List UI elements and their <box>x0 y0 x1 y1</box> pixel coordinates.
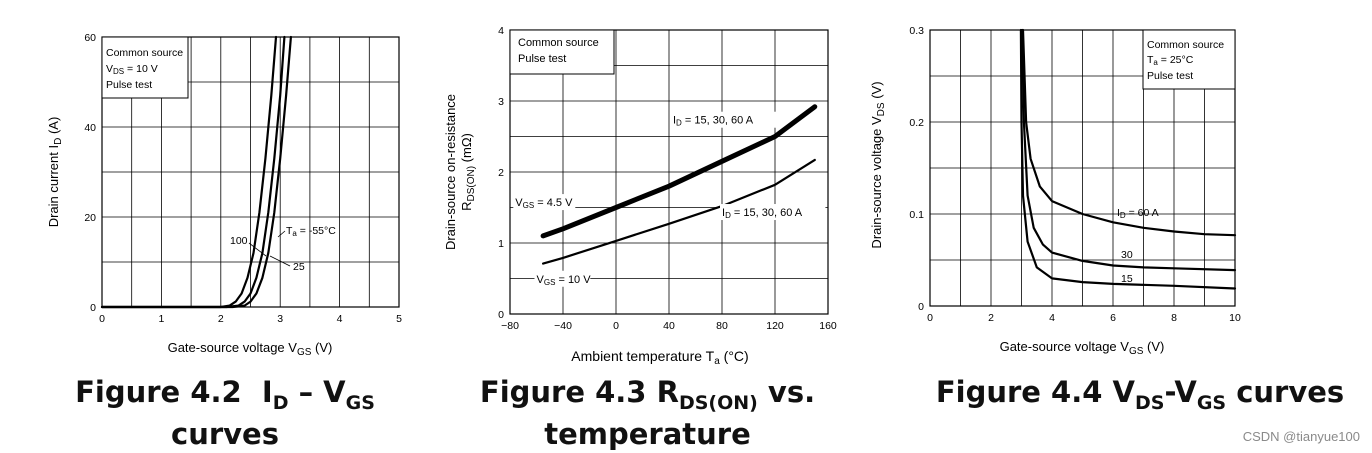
chart1-y-tick-label: 40 <box>84 122 96 134</box>
chart1-x-tick-label: 0 <box>99 313 105 325</box>
chart2-annotation-0: ID = 15, 30, 60 A <box>673 115 754 128</box>
chart3-y-tick-label: 0.2 <box>909 117 924 129</box>
chart2-grid <box>510 30 828 314</box>
chart1-legend-line3: Pulse test <box>106 79 152 91</box>
chart1-series-label-100: 100 <box>230 235 248 247</box>
chart1-pointer-100 <box>248 242 267 257</box>
chart2-x-tick-label: 80 <box>716 320 728 332</box>
chart2-y-tick-label: 0 <box>498 309 504 321</box>
chart2-xlabel: Ambient temperature Ta (°C) <box>571 348 748 367</box>
chart3-x-tick-label: 8 <box>1171 312 1177 324</box>
chart1-x-tick-label: 2 <box>218 313 224 325</box>
chart1-frame <box>101 36 400 308</box>
chart2-annotation-bg <box>513 194 576 211</box>
chart1-xlabel: Gate-source voltage VGS (V) <box>168 340 333 358</box>
chart3-series-2 <box>1019 28 1237 290</box>
chart1-legend: Common source VDS = 10 V Pulse test <box>101 36 189 99</box>
chart2-ylabel-line2: RDS(ON) (mΩ) <box>459 133 477 211</box>
chart3-y-tick-label: 0.3 <box>909 25 924 37</box>
chart3-legend-line3: Pulse test <box>1147 70 1193 82</box>
chart2-x-tick-label: −40 <box>554 320 572 332</box>
chart2-annotation-bg <box>670 111 777 128</box>
chart2-legend-line1: Common source <box>518 37 599 49</box>
chart1-legend-box <box>101 36 189 99</box>
chart3-y-tick-label: 0.1 <box>909 209 924 221</box>
chart3-x-tick-label: 2 <box>988 312 994 324</box>
chart2-y-tick-label: 2 <box>498 167 504 179</box>
chart2-y-tick-label: 4 <box>498 25 504 37</box>
chart2-series-1 <box>542 158 816 265</box>
chart2-x-tick-label: 0 <box>613 320 619 332</box>
chart1-series-label-25: 25 <box>293 261 305 273</box>
chart-vds-vgs: Common source Ta = 25°C Pulse test 0 2 4 6 8… <box>869 25 1241 357</box>
chart1-y-tick-label: 0 <box>90 302 96 314</box>
chart3-x-tick-label: 6 <box>1110 312 1116 324</box>
chart3-x-tick-label: 10 <box>1229 312 1241 324</box>
chart2-annotation-bg <box>534 270 591 287</box>
chart1-x-tick-label: 1 <box>158 313 164 325</box>
chart2-annotation-3: VGS = 10 V <box>537 274 592 287</box>
chart1-legend-line1: Common source <box>106 47 183 59</box>
chart1-legend-line2: VDS = 10 V <box>106 63 158 76</box>
chart2-y-tick-label: 3 <box>498 96 504 108</box>
chart2-legend-box <box>509 29 615 75</box>
chart3-x-ticks: 0 2 4 6 8 10 <box>927 312 1241 324</box>
chart1-pointer-55 <box>277 230 286 238</box>
chart-id-vgs: Common source VDS = 10 V Pulse test 0 1 2 3… <box>46 32 402 358</box>
chart2-series-0 <box>540 104 818 239</box>
chart2-legend: Common source Pulse test <box>509 29 615 75</box>
chart1-ylabel: Drain current ID (A) <box>46 117 64 228</box>
chart3-legend-line1: Common source <box>1147 39 1224 51</box>
chart3-legend-line2: Ta = 25°C <box>1147 54 1194 67</box>
chart3-legend-box <box>1142 29 1236 90</box>
chart3-series-0 <box>1021 28 1237 237</box>
chart3-x-tick-label: 0 <box>927 312 933 324</box>
chart1-x-tick-label: 4 <box>337 313 343 325</box>
chart3-series-1 <box>1021 28 1237 272</box>
chart1-y-tick-label: 60 <box>84 32 96 44</box>
chart3-y-tick-label: 0 <box>918 301 924 313</box>
chart1-x-ticks: 0 1 2 3 4 5 <box>99 313 402 325</box>
chart3-ylabel: Drain-source voltage VDS (V) <box>869 81 887 248</box>
chart1-y-tick-label: 20 <box>84 212 96 224</box>
chart-rdson-temp: Common source Pulse test ID = 15, 30, 60… <box>443 25 837 367</box>
chart2-annotation-1: ID = 15, 30, 60 A <box>722 207 803 220</box>
chart3-series-label-30: 30 <box>1121 249 1133 261</box>
chart3-y-ticks: 0 0.1 0.2 0.3 <box>909 25 924 313</box>
chart2-legend-line2: Pulse test <box>518 53 566 65</box>
chart3-legend: Common source Ta = 25°C Pulse test <box>1142 29 1236 90</box>
chart2-x-tick-label: 40 <box>663 320 675 332</box>
chart2-x-tick-label: 120 <box>766 320 784 332</box>
figure-4-2-caption: Figure 4.2 ID – VGS curves <box>75 375 375 451</box>
chart3-xlabel: Gate-source voltage VGS (V) <box>1000 339 1165 357</box>
chart3-series-label-60a: ID = 60 A <box>1117 207 1159 220</box>
chart2-frame <box>509 29 829 315</box>
chart2-x-tick-label: 160 <box>819 320 837 332</box>
figure-4-3-caption: Figure 4.3 RDS(ON) vs. temperature <box>479 375 816 451</box>
chart1-y-ticks: 0 20 40 60 <box>84 32 96 314</box>
watermark: CSDN @tianyue100 <box>1242 429 1360 444</box>
chart2-ylabel-line1: Drain-source on-resistance <box>443 94 458 250</box>
figure-4-4-caption: Figure 4.4 VDS-VGS curves <box>935 375 1345 414</box>
chart1-x-tick-label: 3 <box>277 313 283 325</box>
chart1-series-label-55: Ta = -55°C <box>286 225 336 238</box>
chart3-x-tick-label: 4 <box>1049 312 1055 324</box>
chart1-series-2 <box>100 35 292 309</box>
chart2-annotation-bg <box>720 204 826 221</box>
chart2-annotation-2: VGS = 4.5 V <box>515 197 573 210</box>
chart2-y-ticks: 0 1 2 3 4 <box>498 25 504 321</box>
chart1-pointer-25 <box>269 255 291 267</box>
chart1-x-tick-label: 5 <box>396 313 402 325</box>
chart3-frame <box>929 29 1236 307</box>
chart2-x-tick-label: −80 <box>501 320 519 332</box>
chart2-y-tick-label: 1 <box>498 238 504 250</box>
chart2-x-ticks: −80 −40 0 40 80 120 160 <box>501 320 837 332</box>
chart3-series-label-15: 15 <box>1121 273 1133 285</box>
